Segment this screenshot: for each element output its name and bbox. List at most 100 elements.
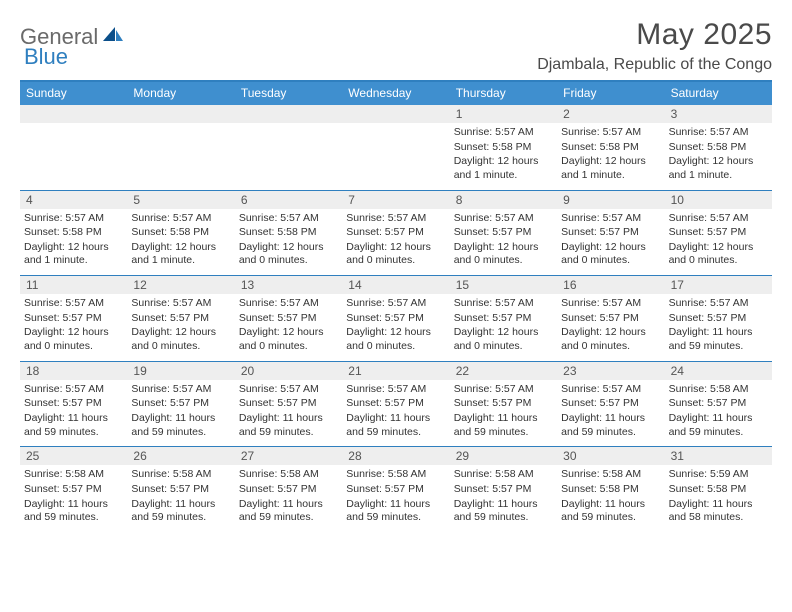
sunset-text: Sunset: 5:58 PM xyxy=(24,226,123,240)
calendar-day: 3Sunrise: 5:57 AMSunset: 5:58 PMDaylight… xyxy=(665,105,772,190)
day-details: Sunrise: 5:57 AMSunset: 5:58 PMDaylight:… xyxy=(561,126,660,183)
day-number: 2 xyxy=(557,105,664,123)
sunset-text: Sunset: 5:57 PM xyxy=(454,397,553,411)
weekday-header: Thursday xyxy=(450,82,557,105)
day-details: Sunrise: 5:57 AMSunset: 5:57 PMDaylight:… xyxy=(346,383,445,440)
sunset-text: Sunset: 5:57 PM xyxy=(24,312,123,326)
day-details: Sunrise: 5:57 AMSunset: 5:57 PMDaylight:… xyxy=(346,212,445,269)
day-details: Sunrise: 5:58 AMSunset: 5:58 PMDaylight:… xyxy=(561,468,660,525)
daylight-text: Daylight: 12 hours and 0 minutes. xyxy=(669,241,768,268)
calendar-day: 27Sunrise: 5:58 AMSunset: 5:57 PMDayligh… xyxy=(235,447,342,532)
day-number: 9 xyxy=(557,191,664,209)
sunset-text: Sunset: 5:57 PM xyxy=(561,226,660,240)
calendar-day: 29Sunrise: 5:58 AMSunset: 5:57 PMDayligh… xyxy=(450,447,557,532)
sunset-text: Sunset: 5:57 PM xyxy=(561,312,660,326)
sunrise-text: Sunrise: 5:57 AM xyxy=(131,212,230,226)
day-number: 16 xyxy=(557,276,664,294)
weekday-header: Sunday xyxy=(20,82,127,105)
sunset-text: Sunset: 5:57 PM xyxy=(131,483,230,497)
calendar-day: 16Sunrise: 5:57 AMSunset: 5:57 PMDayligh… xyxy=(557,276,664,361)
day-number: 11 xyxy=(20,276,127,294)
daylight-text: Daylight: 11 hours and 59 minutes. xyxy=(561,498,660,525)
sunset-text: Sunset: 5:57 PM xyxy=(669,312,768,326)
calendar-day: 31Sunrise: 5:59 AMSunset: 5:58 PMDayligh… xyxy=(665,447,772,532)
sunset-text: Sunset: 5:57 PM xyxy=(669,226,768,240)
day-number: 21 xyxy=(342,362,449,380)
day-details: Sunrise: 5:57 AMSunset: 5:57 PMDaylight:… xyxy=(454,212,553,269)
calendar-day xyxy=(235,105,342,190)
day-details: Sunrise: 5:58 AMSunset: 5:57 PMDaylight:… xyxy=(346,468,445,525)
sunrise-text: Sunrise: 5:57 AM xyxy=(561,212,660,226)
daylight-text: Daylight: 12 hours and 0 minutes. xyxy=(239,326,338,353)
sunset-text: Sunset: 5:58 PM xyxy=(669,141,768,155)
weekday-header-row: Sunday Monday Tuesday Wednesday Thursday… xyxy=(20,82,772,105)
daylight-text: Daylight: 11 hours and 59 minutes. xyxy=(346,498,445,525)
sunrise-text: Sunrise: 5:57 AM xyxy=(24,297,123,311)
sunset-text: Sunset: 5:57 PM xyxy=(346,226,445,240)
calendar-grid: Sunday Monday Tuesday Wednesday Thursday… xyxy=(20,80,772,532)
sunrise-text: Sunrise: 5:57 AM xyxy=(131,297,230,311)
daylight-text: Daylight: 12 hours and 0 minutes. xyxy=(561,326,660,353)
calendar-day xyxy=(127,105,234,190)
sunrise-text: Sunrise: 5:57 AM xyxy=(669,297,768,311)
sunrise-text: Sunrise: 5:57 AM xyxy=(561,383,660,397)
day-details: Sunrise: 5:57 AMSunset: 5:57 PMDaylight:… xyxy=(454,383,553,440)
daylight-text: Daylight: 12 hours and 0 minutes. xyxy=(346,241,445,268)
day-number: 5 xyxy=(127,191,234,209)
sunrise-text: Sunrise: 5:57 AM xyxy=(239,297,338,311)
daylight-text: Daylight: 11 hours and 59 minutes. xyxy=(239,412,338,439)
daylight-text: Daylight: 11 hours and 59 minutes. xyxy=(454,498,553,525)
calendar-day: 4Sunrise: 5:57 AMSunset: 5:58 PMDaylight… xyxy=(20,191,127,276)
weekday-header: Saturday xyxy=(665,82,772,105)
sunrise-text: Sunrise: 5:57 AM xyxy=(454,212,553,226)
sunset-text: Sunset: 5:57 PM xyxy=(454,483,553,497)
daylight-text: Daylight: 12 hours and 0 minutes. xyxy=(239,241,338,268)
sunset-text: Sunset: 5:57 PM xyxy=(239,312,338,326)
sunrise-text: Sunrise: 5:57 AM xyxy=(346,383,445,397)
day-number: 23 xyxy=(557,362,664,380)
sunrise-text: Sunrise: 5:57 AM xyxy=(239,383,338,397)
sunrise-text: Sunrise: 5:57 AM xyxy=(454,126,553,140)
calendar-day: 12Sunrise: 5:57 AMSunset: 5:57 PMDayligh… xyxy=(127,276,234,361)
daylight-text: Daylight: 11 hours and 59 minutes. xyxy=(669,412,768,439)
day-details: Sunrise: 5:58 AMSunset: 5:57 PMDaylight:… xyxy=(131,468,230,525)
day-number: 20 xyxy=(235,362,342,380)
month-title: May 2025 xyxy=(537,18,772,52)
sunset-text: Sunset: 5:57 PM xyxy=(346,483,445,497)
day-number: 27 xyxy=(235,447,342,465)
day-number xyxy=(127,105,234,123)
calendar-day: 14Sunrise: 5:57 AMSunset: 5:57 PMDayligh… xyxy=(342,276,449,361)
calendar-week: 18Sunrise: 5:57 AMSunset: 5:57 PMDayligh… xyxy=(20,361,772,447)
weekday-header: Tuesday xyxy=(235,82,342,105)
day-number: 15 xyxy=(450,276,557,294)
daylight-text: Daylight: 12 hours and 1 minute. xyxy=(24,241,123,268)
calendar-day xyxy=(342,105,449,190)
day-number: 1 xyxy=(450,105,557,123)
day-number: 10 xyxy=(665,191,772,209)
calendar-day: 26Sunrise: 5:58 AMSunset: 5:57 PMDayligh… xyxy=(127,447,234,532)
calendar-day: 9Sunrise: 5:57 AMSunset: 5:57 PMDaylight… xyxy=(557,191,664,276)
day-details: Sunrise: 5:57 AMSunset: 5:58 PMDaylight:… xyxy=(131,212,230,269)
calendar-day: 6Sunrise: 5:57 AMSunset: 5:58 PMDaylight… xyxy=(235,191,342,276)
daylight-text: Daylight: 11 hours and 59 minutes. xyxy=(24,498,123,525)
sunset-text: Sunset: 5:58 PM xyxy=(454,141,553,155)
sunrise-text: Sunrise: 5:57 AM xyxy=(239,212,338,226)
daylight-text: Daylight: 12 hours and 1 minute. xyxy=(131,241,230,268)
day-details: Sunrise: 5:57 AMSunset: 5:57 PMDaylight:… xyxy=(239,383,338,440)
sunset-text: Sunset: 5:57 PM xyxy=(239,483,338,497)
calendar-week: 1Sunrise: 5:57 AMSunset: 5:58 PMDaylight… xyxy=(20,105,772,190)
day-details: Sunrise: 5:59 AMSunset: 5:58 PMDaylight:… xyxy=(669,468,768,525)
weekday-header: Friday xyxy=(557,82,664,105)
day-number: 24 xyxy=(665,362,772,380)
day-number: 19 xyxy=(127,362,234,380)
calendar-day: 2 Sunrise: 5:57 AMSunset: 5:58 PMDaylight… xyxy=(557,105,664,190)
sunset-text: Sunset: 5:57 PM xyxy=(561,397,660,411)
sunset-text: Sunset: 5:57 PM xyxy=(669,397,768,411)
day-details: Sunrise: 5:58 AMSunset: 5:57 PMDaylight:… xyxy=(24,468,123,525)
day-details: Sunrise: 5:57 AMSunset: 5:57 PMDaylight:… xyxy=(131,383,230,440)
sunset-text: Sunset: 5:58 PM xyxy=(561,141,660,155)
day-details: Sunrise: 5:58 AMSunset: 5:57 PMDaylight:… xyxy=(454,468,553,525)
daylight-text: Daylight: 12 hours and 0 minutes. xyxy=(454,241,553,268)
calendar-week: 11Sunrise: 5:57 AMSunset: 5:57 PMDayligh… xyxy=(20,275,772,361)
daylight-text: Daylight: 12 hours and 1 minute. xyxy=(454,155,553,182)
